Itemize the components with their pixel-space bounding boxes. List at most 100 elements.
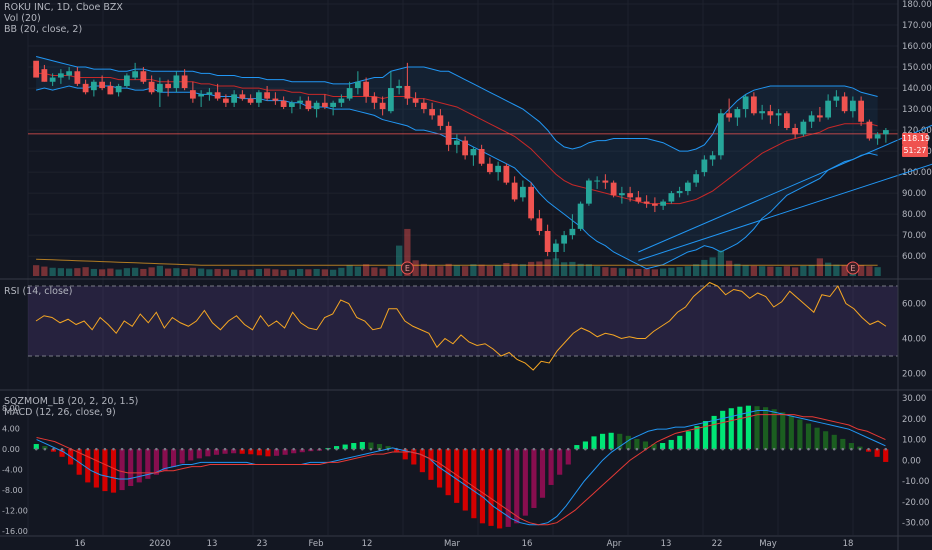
candle-body — [297, 100, 304, 103]
candle-body — [156, 83, 163, 93]
volume-bar — [783, 266, 791, 276]
squeeze-dot — [858, 447, 862, 451]
candle-body — [569, 228, 576, 236]
sqzmom-bar — [85, 449, 91, 483]
sqzmom-bar — [411, 449, 417, 465]
volume-bar — [445, 263, 452, 276]
squeeze-dot — [266, 447, 270, 451]
sqzmom-bar — [359, 441, 365, 450]
squeeze-dot — [841, 447, 845, 451]
sqzmom-bar — [282, 449, 288, 455]
sqzmom-bar — [591, 436, 597, 450]
squeeze-dot — [438, 447, 441, 451]
squeeze-dot — [180, 447, 184, 451]
squeeze-dot — [498, 447, 501, 451]
sqzmom-bar — [256, 449, 262, 456]
squeeze-dot — [798, 447, 802, 451]
sqzmom-bar — [651, 444, 657, 450]
volume-bar — [156, 265, 164, 276]
sqzmom-bar — [574, 445, 580, 450]
candle-body — [775, 113, 782, 116]
candle-body — [363, 81, 370, 97]
volume-bar — [758, 266, 766, 276]
squeeze-dot — [352, 447, 356, 451]
sqzmom-bar — [222, 449, 228, 454]
candle-body — [536, 218, 543, 231]
candle-body — [247, 98, 254, 103]
sqzmom-bar — [797, 419, 803, 450]
trendline-0 — [638, 124, 932, 253]
volume-bar — [379, 268, 386, 276]
squeeze-dot — [129, 447, 132, 451]
price-axis-tick: 150.00 — [902, 63, 932, 73]
sqzmom-bar — [642, 441, 649, 450]
candle-body — [841, 96, 848, 112]
volume-bar — [494, 265, 502, 276]
squeeze-dot — [326, 447, 330, 451]
candle-body — [49, 77, 56, 82]
macd-signal-line — [36, 414, 886, 526]
volume-bar — [824, 262, 832, 276]
trendline-1 — [638, 163, 932, 261]
volume-bar — [684, 266, 692, 276]
volume-bar — [857, 265, 865, 276]
rsi-legend[interactable]: RSI (14, close) — [4, 286, 73, 297]
candle-body — [321, 102, 328, 107]
sqzmom-bar — [805, 423, 812, 450]
time-axis-tick: 2020 — [149, 539, 171, 549]
squeeze-dot — [378, 447, 381, 451]
macd-axis-tick: 10.00 — [902, 436, 926, 446]
candle-body — [198, 94, 205, 97]
squeeze-dot — [120, 447, 124, 451]
squeeze-dot — [875, 447, 879, 451]
bollinger-legend[interactable]: BB (20, close, 2) — [4, 24, 83, 35]
candle-body — [544, 230, 551, 252]
squeeze-dot — [446, 447, 450, 451]
candle-body — [453, 140, 460, 145]
candle-body — [882, 130, 889, 135]
volume-bar — [164, 268, 172, 276]
squeeze-dot — [232, 447, 235, 451]
volume-bar — [90, 268, 98, 276]
volume-bar — [371, 267, 378, 276]
candle-body — [33, 60, 40, 78]
candle-body — [222, 98, 229, 103]
time-axis-tick: Apr — [607, 539, 622, 549]
symbol-title[interactable]: ROKU INC, 1D, Cboe BZX — [4, 2, 123, 13]
squeeze-dot — [627, 447, 630, 451]
squeeze-dot — [223, 447, 227, 451]
price-axis-tick: 80.00 — [902, 210, 926, 220]
candle-body — [445, 125, 452, 145]
squeeze-dot — [172, 447, 175, 451]
sqzmom-bar — [428, 449, 434, 480]
squeeze-dot — [60, 447, 64, 451]
volume-bar — [750, 265, 758, 276]
volume-legend[interactable]: Vol (20) — [4, 13, 41, 24]
volume-bar — [577, 263, 584, 276]
sqzmom-bar — [685, 431, 691, 450]
candle-body — [313, 102, 320, 110]
candle-body — [354, 81, 361, 89]
volume-bar — [247, 269, 254, 276]
squeeze-dot — [34, 447, 38, 451]
main-pane-legend: ROKU INC, 1D, Cboe BZX Vol (20) BB (20, … — [4, 2, 123, 35]
squeeze-dot — [661, 447, 664, 451]
candle-body — [866, 121, 873, 139]
candle-body — [288, 102, 295, 107]
candle-body — [709, 155, 716, 160]
volume-bar — [874, 267, 881, 276]
volume-bar — [329, 269, 337, 276]
volume-bar — [82, 267, 89, 276]
sqzmom-bar — [780, 412, 786, 450]
sqzmom-bar — [153, 449, 159, 475]
volume-bar — [734, 263, 741, 276]
volume-bar — [140, 268, 147, 276]
macd-legend[interactable]: MACD (12, 26, close, 9) — [4, 407, 116, 418]
candle-body — [660, 201, 667, 206]
squeeze-dot — [729, 447, 733, 451]
sqzmom-legend[interactable]: SQZMOM_LB (20, 2, 20, 1.5) — [4, 396, 139, 407]
candle-body — [346, 88, 353, 99]
rsi-axis-tick: 20.00 — [902, 370, 926, 380]
candle-body — [189, 90, 196, 99]
